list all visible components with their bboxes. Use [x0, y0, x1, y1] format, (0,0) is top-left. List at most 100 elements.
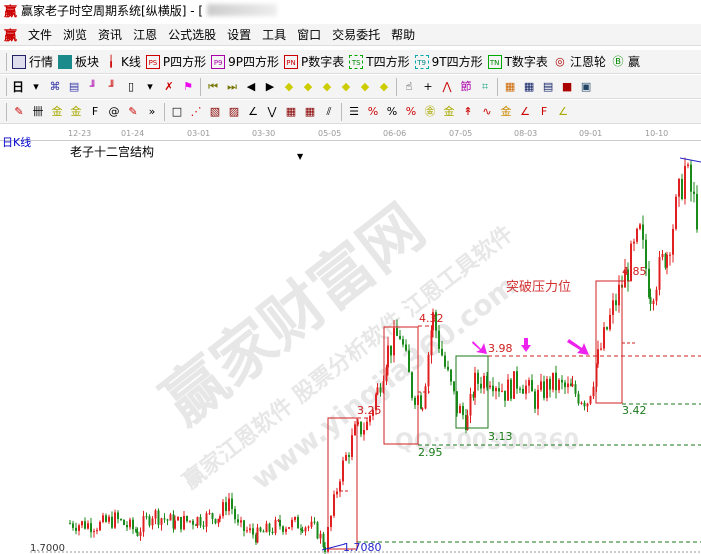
menu-window[interactable]: 窗口	[297, 28, 322, 42]
candle	[174, 520, 176, 529]
arrow-right-diamond-icon[interactable]: ◆	[303, 79, 313, 93]
candle	[111, 516, 113, 528]
angle-red-icon[interactable]: ∠	[520, 104, 530, 118]
indicator-dropdown-icon[interactable]: ▼	[297, 152, 304, 161]
menu-gann[interactable]: 江恩	[133, 28, 158, 42]
big-button[interactable]: Ⓑ 赢	[612, 54, 640, 70]
menu-news[interactable]: 资讯	[98, 28, 123, 42]
gold-lines-icon[interactable]: 金	[443, 104, 455, 118]
report-icon[interactable]: ▤	[542, 79, 554, 93]
gold-box-icon[interactable]: 金	[500, 104, 512, 118]
right-icon[interactable]: ▶	[265, 79, 275, 93]
gann-wheel-button[interactable]: ◎ 江恩轮	[553, 53, 606, 70]
t-number-button[interactable]: TN T数字表	[487, 53, 548, 70]
sectors-button[interactable]: 板块	[58, 53, 99, 70]
p-number-button[interactable]: PN P数字表	[284, 53, 344, 70]
candle	[108, 516, 110, 522]
gann-fan-icon[interactable]: ▨	[228, 104, 240, 118]
wave-icon[interactable]: ∿	[482, 104, 492, 118]
indicator-name[interactable]: 老子十二宫结构	[70, 145, 155, 159]
f-icon[interactable]: F	[91, 104, 99, 118]
candle	[285, 528, 287, 532]
candle	[307, 526, 310, 528]
f-angle-icon[interactable]: F	[540, 104, 548, 118]
fan-icon[interactable]: ⋰	[190, 104, 202, 118]
menu-tools[interactable]: 工具	[262, 28, 287, 42]
candle	[195, 524, 197, 526]
spiral-icon[interactable]: @	[108, 104, 120, 118]
chevron-down-icon[interactable]: ▾	[33, 79, 39, 93]
network-icon[interactable]: ⌘	[49, 79, 61, 93]
percent-icon[interactable]: %	[386, 104, 398, 118]
flag-icon[interactable]: ⚑	[183, 79, 193, 93]
price-axis-label: 1.7000	[30, 543, 65, 554]
save-icon[interactable]: ■	[561, 79, 573, 93]
kline-button[interactable]: ╽ K线	[104, 53, 141, 70]
quotes-button[interactable]: 行情	[12, 53, 53, 70]
brush-icon[interactable]: ✎	[128, 104, 138, 118]
marker-icon[interactable]: ↟	[463, 104, 473, 118]
peak-icon[interactable]: ⋀	[442, 79, 452, 93]
gold-angle-icon[interactable]: ∠	[558, 104, 568, 118]
expand-h-icon[interactable]: ◆	[322, 79, 332, 93]
gold-circle-icon[interactable]: ㊎	[424, 104, 436, 118]
hand-icon[interactable]: ☝	[405, 79, 413, 93]
candle	[84, 521, 86, 529]
candle	[166, 519, 169, 521]
chart9-icon[interactable]: ╜	[108, 79, 116, 93]
gold2-icon[interactable]: 金	[70, 104, 82, 118]
left-icon[interactable]: ◀	[246, 79, 256, 93]
network-computer-icon[interactable]: ▣	[580, 79, 592, 93]
grid-draw-icon[interactable]: ▦	[285, 104, 297, 118]
chevron-down-icon[interactable]: ▾	[147, 79, 153, 93]
menu-browse[interactable]: 浏览	[63, 28, 88, 42]
section-icon[interactable]: 節	[460, 79, 472, 93]
crosshair-icon[interactable]: +	[423, 79, 433, 93]
candle	[75, 527, 77, 531]
p-square-button[interactable]: PS P四方形	[145, 53, 206, 70]
first-icon[interactable]: ⏮	[208, 79, 218, 93]
shrink-icon[interactable]: ◆	[341, 79, 351, 93]
arrow-left-diamond-icon[interactable]: ◆	[284, 79, 294, 93]
pen-icon[interactable]: ✎	[14, 104, 24, 118]
levels-icon[interactable]: ☰	[349, 104, 359, 118]
candle	[132, 519, 134, 530]
gold-icon[interactable]: 金	[51, 104, 63, 118]
percent-levels-icon[interactable]: %	[405, 104, 417, 118]
candle	[376, 387, 379, 395]
menu-settings[interactable]: 设置	[227, 28, 252, 42]
chart3-icon[interactable]: ╜	[89, 79, 97, 93]
9p-square-button[interactable]: P9 9P四方形	[211, 53, 279, 70]
grid2-icon[interactable]: ▦	[304, 104, 316, 118]
t-square-button[interactable]: TS T四方形	[349, 53, 410, 70]
candle	[421, 408, 424, 410]
last-icon[interactable]: ⏭	[227, 79, 237, 93]
angle-icon[interactable]: ∠	[248, 104, 258, 118]
calculator-icon[interactable]: ▦	[523, 79, 535, 93]
weight-icon[interactable]: ✗	[164, 79, 174, 93]
candle-type-icon[interactable]: ▯	[127, 79, 135, 93]
candle	[441, 348, 443, 356]
vlines-icon[interactable]: 卌	[32, 104, 44, 118]
candle	[567, 383, 569, 388]
notes-icon[interactable]: ▤	[68, 79, 80, 93]
parallel-icon[interactable]: ⫽	[326, 104, 332, 118]
zigzag-icon[interactable]: ⋁	[267, 104, 277, 118]
move-icon[interactable]: ◆	[379, 79, 389, 93]
box-icon[interactable]: □	[171, 104, 183, 118]
calendar-icon[interactable]: ▦	[504, 79, 516, 93]
zoom-in-icon[interactable]: ◆	[360, 79, 370, 93]
menu-help[interactable]: 帮助	[391, 28, 416, 42]
menu-trade[interactable]: 交易委托	[332, 28, 381, 42]
candle	[546, 378, 548, 399]
candle	[234, 508, 236, 520]
menu-file[interactable]: 文件	[28, 28, 53, 42]
menu-formula[interactable]: 公式选股	[168, 28, 217, 42]
puzzle-icon[interactable]: ⌗	[481, 79, 489, 93]
9t-square-button[interactable]: T9 9T四方形	[414, 53, 483, 70]
period-select[interactable]: 日	[12, 80, 25, 94]
more-icon[interactable]: »	[148, 104, 156, 118]
candle	[690, 164, 692, 192]
percent-line-icon[interactable]: %	[367, 104, 379, 118]
gann-box-icon[interactable]: ▧	[209, 104, 221, 118]
